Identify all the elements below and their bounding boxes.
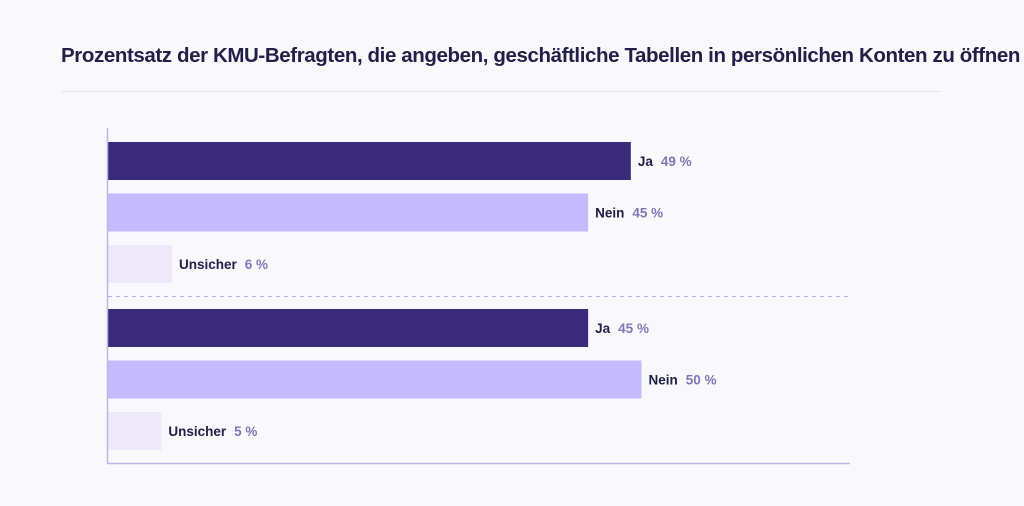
bar-label-group2-unsicher: Unsicher bbox=[168, 424, 227, 439]
bar-label-group1-unsicher: Unsicher bbox=[179, 257, 238, 272]
bar-label-group2-nein: Nein bbox=[649, 373, 678, 388]
bar-value-group2-ja: 45 % bbox=[618, 321, 649, 336]
bar-group2-ja bbox=[108, 309, 589, 347]
chart-title: Prozentsatz der KMU-Befragten, die angeb… bbox=[61, 44, 1020, 67]
bar-label-group2-ja: Ja bbox=[595, 321, 611, 336]
title-divider bbox=[62, 91, 940, 92]
bar-group2-unsicher bbox=[108, 412, 162, 450]
bar-group2-nein bbox=[108, 360, 642, 399]
bar-group1-ja bbox=[108, 142, 631, 180]
bar-group1-unsicher bbox=[108, 245, 173, 283]
bar-value-group2-nein: 50 % bbox=[686, 373, 717, 388]
bar-value-group1-nein: 45 % bbox=[632, 206, 663, 221]
bar-label-group1-ja: Ja bbox=[638, 154, 654, 169]
bar-value-group1-ja: 49 % bbox=[661, 154, 692, 169]
bar-value-group1-unsicher: 6 % bbox=[245, 257, 268, 272]
bar-label-group1-nein: Nein bbox=[595, 206, 624, 221]
bar-value-group2-unsicher: 5 % bbox=[234, 424, 257, 439]
bar-group1-nein bbox=[108, 193, 589, 232]
